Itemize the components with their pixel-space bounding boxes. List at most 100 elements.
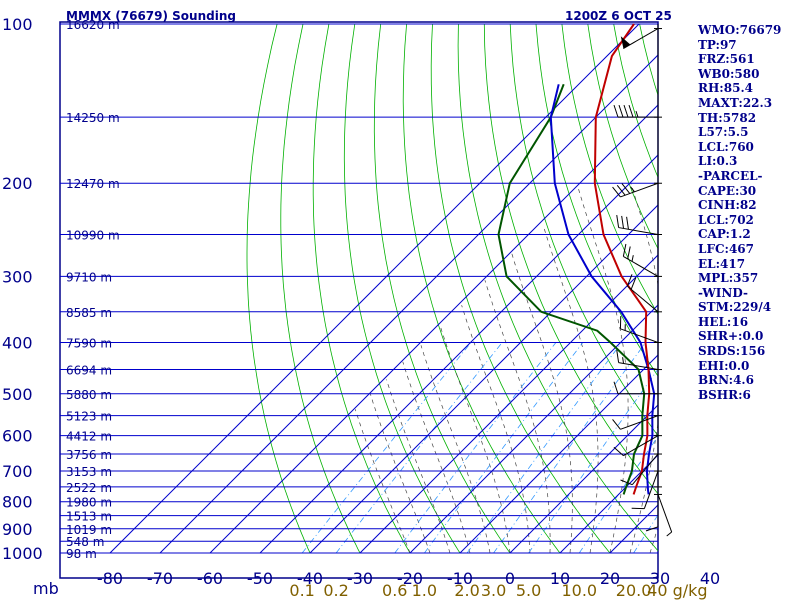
sounding-index: CINH:82 (698, 198, 798, 213)
sounding-index: EHI:0.0 (698, 359, 798, 374)
sounding-index: STM:229/4 (698, 300, 798, 315)
wind-barb-flag (619, 105, 623, 117)
dry-adiabat-line (344, 24, 460, 553)
sounding-index: TH:5782 (698, 111, 798, 126)
mixing-ratio-label: 0.2 (323, 581, 348, 600)
temperature-profile (595, 24, 649, 494)
wind-barb-half-flag (636, 111, 638, 117)
sounding-index: EL:417 (698, 257, 798, 272)
wind-barb-half-flag (623, 357, 624, 363)
mixing-ratio-label: 0.1 (289, 581, 314, 600)
wind-barb-half-flag (632, 255, 633, 261)
dry-adiabat-line (313, 24, 410, 553)
height-label: 8585 m (66, 306, 112, 320)
sounding-index: -WIND- (698, 286, 798, 301)
temperature-tick-label: 0 (505, 569, 515, 588)
wind-barb-shaft (620, 183, 658, 197)
height-label: 14250 m (66, 111, 120, 125)
mixing-ratio-label: 10.0 (561, 581, 597, 600)
plot-layer (60, 24, 800, 553)
height-label: 3153 m (66, 465, 112, 479)
sounding-datetime: 1200Z 6 OCT 25 (565, 9, 672, 23)
wind-barb-shaft (632, 454, 658, 485)
mixing-ratio-label: 0.6 (382, 581, 407, 600)
moist-adiabat-line (579, 189, 629, 553)
sounding-index: HEL:16 (698, 315, 798, 330)
mixing-ratio-label: 40 g/kg (647, 581, 707, 600)
pressure-tick-label: 800 (2, 493, 33, 512)
sounding-index: -PARCEL- (698, 169, 798, 184)
temperature-tick-label: -30 (347, 569, 373, 588)
pressure-tick-label: 600 (2, 427, 33, 446)
isotherm-line (210, 24, 739, 553)
wind-barb-flag (617, 215, 619, 228)
wind-barb-flag (627, 217, 629, 230)
height-label: 6694 m (66, 364, 112, 378)
sounding-index: MAXT:22.3 (698, 96, 798, 111)
pressure-tick-label: 500 (2, 385, 33, 404)
wind-barb-flag (622, 216, 624, 229)
sounding-index: MPL:357 (698, 271, 798, 286)
dry-adiabat-line (431, 24, 610, 553)
pressure-tick-label: 100 (2, 15, 33, 34)
sounding-index: CAP:1.2 (698, 227, 798, 242)
wind-barb-flag (623, 244, 626, 256)
mixing-ratio-line (424, 343, 582, 554)
mixing-ratio-line (302, 343, 471, 554)
height-label: 4412 m (66, 430, 112, 444)
sounding-index: RH:85.4 (698, 81, 798, 96)
sounding-index: L57:5.5 (698, 125, 798, 140)
dry-adiabat-line (281, 24, 360, 553)
pressure-unit-label: mb (33, 579, 59, 598)
temperature-tick-label: -50 (247, 569, 273, 588)
height-label: 1513 m (66, 510, 112, 524)
wind-barb-flag (629, 105, 633, 117)
sounding-index: SRDS:156 (698, 344, 798, 359)
pressure-tick-label: 400 (2, 333, 33, 352)
mixing-ratio-label: 2.0 (454, 581, 479, 600)
height-label: 5880 m (66, 388, 112, 402)
sounding-index: SHR+:0.0 (698, 329, 798, 344)
sounding-index: LCL:702 (698, 213, 798, 228)
sounding-index: BRN:4.6 (698, 373, 798, 388)
dry-adiabat-line (247, 24, 310, 553)
dewpoint-profile (499, 84, 645, 494)
sounding-index: LCL:760 (698, 140, 798, 155)
dry-adiabat-line (403, 24, 560, 553)
mixing-ratio-line (529, 343, 678, 554)
wind-barb-flag (624, 105, 628, 117)
wind-barb-flag (617, 350, 619, 363)
mixing-ratio-label: 1.0 (412, 581, 437, 600)
height-label: 12470 m (66, 177, 120, 191)
pressure-tick-label: 200 (2, 174, 33, 193)
wind-barbs (613, 24, 672, 536)
pressure-tick-label: 700 (2, 462, 33, 481)
height-label: 7590 m (66, 336, 112, 350)
station-title: MMMX (76679) Sounding (66, 9, 236, 23)
height-label: 9710 m (66, 270, 112, 284)
pressure-tick-label: 900 (2, 520, 33, 539)
mixing-ratio-label: 20.0 (616, 581, 652, 600)
temperature-tick-label: -70 (147, 569, 173, 588)
mixing-ratio-line (467, 343, 621, 554)
sounding-index: WMO:76679 (698, 23, 798, 38)
wind-barb-flag (614, 105, 618, 117)
sounding-index: LI:0.3 (698, 154, 798, 169)
sounding-index: LFC:467 (698, 242, 798, 257)
height-label: 5123 m (66, 410, 112, 424)
mixing-ratio-label: 5.0 (516, 581, 541, 600)
temperature-tick-label: -80 (97, 569, 123, 588)
sounding-index: FRZ:561 (698, 52, 798, 67)
sounding-index: TP:97 (698, 38, 798, 53)
temperature-tick-label: -60 (197, 569, 223, 588)
sounding-index: CAPE:30 (698, 184, 798, 199)
moist-adiabat-line (421, 345, 490, 553)
mixing-ratio-label: 3.0 (481, 581, 506, 600)
wind-barb-flag (628, 247, 631, 259)
pressure-tick-label: 1000 (2, 544, 43, 563)
pressure-tick-label: 300 (2, 267, 33, 286)
